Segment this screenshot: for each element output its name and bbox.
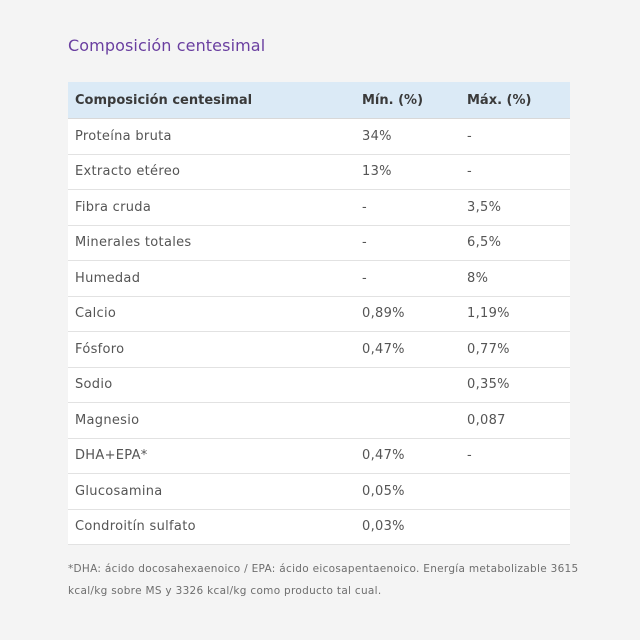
cell-max: 1,19% bbox=[460, 296, 570, 332]
cell-min: 0,89% bbox=[355, 296, 460, 332]
cell-min bbox=[355, 402, 460, 439]
cell-component: Humedad bbox=[68, 260, 355, 297]
cell-max: 0,087 bbox=[460, 402, 570, 439]
cell-max: 8% bbox=[460, 260, 570, 297]
table-row: DHA+EPA* 0,47% - bbox=[68, 438, 570, 474]
cell-max bbox=[460, 509, 570, 545]
cell-min bbox=[355, 367, 460, 403]
table-row: Humedad -8% bbox=[68, 260, 570, 297]
cell-component: Extracto etéreo bbox=[68, 154, 355, 190]
cell-min: 0,03% bbox=[355, 509, 460, 545]
cell-component: Condroitín sulfato bbox=[68, 509, 355, 545]
table-row: Minerales totales -6,5% bbox=[68, 225, 570, 261]
cell-component: Proteína bruta bbox=[68, 118, 355, 155]
cell-max: 6,5% bbox=[460, 225, 570, 261]
cell-component: Sodio bbox=[68, 367, 355, 403]
cell-max: - bbox=[460, 154, 570, 190]
column-header-min: Mín. (%) bbox=[355, 82, 460, 119]
table-row: Extracto etéreo 13% - bbox=[68, 154, 570, 190]
cell-min: - bbox=[355, 260, 460, 297]
cell-min: - bbox=[355, 225, 460, 261]
cell-component: Magnesio bbox=[68, 402, 355, 439]
section-title: Composición centesimal bbox=[68, 36, 266, 55]
cell-max: 3,5% bbox=[460, 189, 570, 226]
footnote: *DHA: ácido docosahexaenoico / EPA: ácid… bbox=[68, 563, 579, 597]
table-row: Calcio 0,89% 1,19% bbox=[68, 296, 570, 332]
table-row: Magnesio 0,087 bbox=[68, 402, 570, 439]
cell-min: 0,47% bbox=[355, 438, 460, 474]
table-row: Sodio 0,35% bbox=[68, 367, 570, 403]
table-row: Fósforo 0,47% 0,77% bbox=[68, 331, 570, 368]
cell-component: Glucosamina bbox=[68, 473, 355, 510]
cell-max: - bbox=[460, 438, 570, 474]
cell-max: - bbox=[460, 118, 570, 155]
cell-component: Fibra cruda bbox=[68, 189, 355, 226]
cell-component: Fósforo bbox=[68, 331, 355, 368]
cell-component: Calcio bbox=[68, 296, 355, 332]
cell-min: 0,05% bbox=[355, 473, 460, 510]
cell-min: - bbox=[355, 189, 460, 226]
column-header-component: Composición centesimal bbox=[68, 82, 355, 119]
composition-table: Composición centesimal Mín. (%) Máx. (%)… bbox=[68, 82, 570, 545]
cell-min: 34% bbox=[355, 118, 460, 155]
cell-component: Minerales totales bbox=[68, 225, 355, 261]
cell-max bbox=[460, 473, 570, 510]
table-row: Proteína bruta 34% - bbox=[68, 118, 570, 155]
table-row: Fibra cruda -3,5% bbox=[68, 189, 570, 226]
cell-max: 0,77% bbox=[460, 331, 570, 368]
table-header-row: Composición centesimal Mín. (%) Máx. (%) bbox=[68, 82, 570, 119]
table-row: Glucosamina 0,05% bbox=[68, 473, 570, 510]
column-header-max: Máx. (%) bbox=[460, 82, 570, 119]
cell-min: 13% bbox=[355, 154, 460, 190]
cell-max: 0,35% bbox=[460, 367, 570, 403]
table-row: Condroitín sulfato 0,03% bbox=[68, 509, 570, 545]
cell-component: DHA+EPA* bbox=[68, 438, 355, 474]
cell-min: 0,47% bbox=[355, 331, 460, 368]
